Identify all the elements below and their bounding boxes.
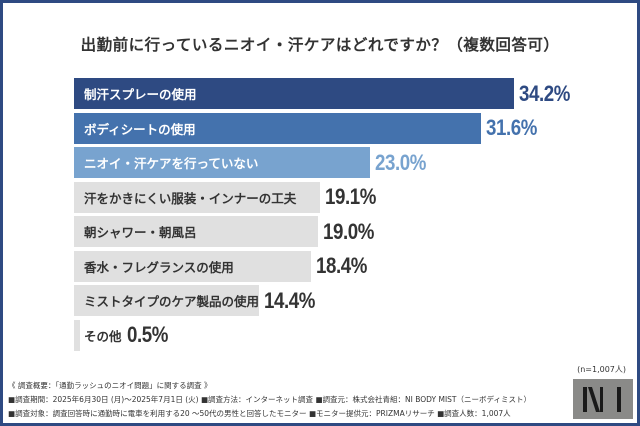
bar [74,112,481,144]
bar [74,78,514,109]
bar-group: ニオイ・汗ケアを行っていない [74,147,370,178]
bar-row: ボディシートの使用 31.6% [74,112,614,144]
bar-row: ミストタイプのケア製品の使用 14.4% [74,285,614,316]
notes-heading: 《 調査概要：「通勤ラッシュのニオイ問題」に関する調査 》 [8,381,212,390]
ni-logo-mark [583,387,621,412]
bar [74,147,370,178]
bar-row: 香水・フレグランスの使用 18.4% [74,250,614,282]
value-label: 31.6% [485,115,537,140]
bar [74,319,81,351]
value-label: 19.1% [324,184,376,209]
bar-label: 香水・フレグランスの使用 [84,259,234,275]
bar-group: 制汗スプレーの使用 [74,78,514,109]
bar-row: 制汗スプレーの使用 34.2% [74,78,614,109]
bar-group: 汗をかきにくい服装・インナーの工夫 [74,181,320,213]
bar-group: 香水・フレグランスの使用 [74,250,311,282]
bar-label: ミストタイプのケア製品の使用 [84,294,260,309]
ni-logo [573,379,633,419]
bar [74,250,311,282]
bar-label: 汗をかきにくい服装・インナーの工夫 [84,190,297,206]
chart-title: 出勤前に行っているニオイ・汗ケアはどれですか？（複数回答可） [80,36,560,54]
bar-group: 朝シャワー・朝風呂 [74,216,319,247]
survey-notes: 《 調査概要：「通勤ラッシュのニオイ問題」に関する調査 》 ■調査期間：2025… [8,379,531,421]
bar-row: ニオイ・汗ケアを行っていない 23.0% [74,147,614,178]
notes-line-1: ■調査期間：2025年6月30日 (月)～2025年7月1日 (火) ■調査方法… [8,395,531,404]
bar-label: その他 [84,328,122,344]
bar-row: 朝シャワー・朝風呂 19.0% [74,216,614,247]
bar-chart: 制汗スプレーの使用 34.2% ボディシートの使用 31.6% ニオイ・汗ケアを行ってい… [74,78,614,354]
bar [74,216,319,247]
bar-row: 汗をかきにくい服装・インナーの工夫 19.1% [74,181,614,213]
sample-size: (n=1,007人) [577,365,626,374]
bar-label: ニオイ・汗ケアを行っていない [84,156,259,171]
bar [74,181,320,213]
bar [74,285,260,316]
value-label: 34.2% [519,80,570,106]
value-label: 18.4% [315,253,367,278]
value-label: 23.0% [374,149,426,175]
bar-row: その他 0.5% [74,319,614,351]
value-label: 0.5% [126,322,168,347]
bar-label: 制汗スプレーの使用 [84,87,197,102]
bar-group: ミストタイプのケア製品の使用 [74,285,260,316]
bar-label: ボディシートの使用 [84,121,196,137]
value-label: 19.0% [323,218,375,244]
bar-group: ボディシートの使用 [74,112,481,144]
value-label: 14.4% [264,287,316,313]
notes-line-2: ■調査対象：調査回答時に通勤時に電車を利用する20 ～50代の男性と回答したモニ… [8,409,511,418]
bar-label: 朝シャワー・朝風呂 [84,225,197,240]
bar-group: その他 [74,319,122,351]
